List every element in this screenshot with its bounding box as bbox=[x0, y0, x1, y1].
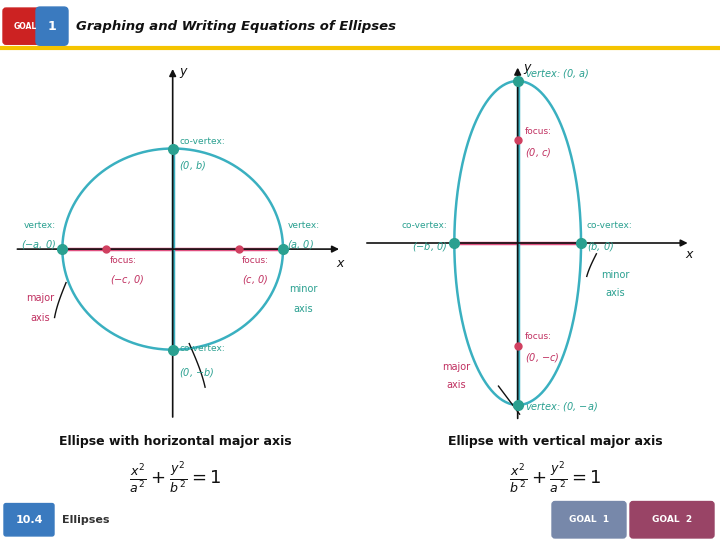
Text: Graphing and Writing Equations of Ellipses: Graphing and Writing Equations of Ellips… bbox=[76, 19, 396, 32]
Text: focus:: focus: bbox=[525, 332, 552, 341]
Text: vertex: (0, $-\mathit{a}$): vertex: (0, $-\mathit{a}$) bbox=[525, 400, 598, 413]
Text: focus:: focus: bbox=[242, 255, 269, 265]
Text: minor: minor bbox=[289, 284, 318, 294]
Text: vertex: (0, $\mathit{a}$): vertex: (0, $\mathit{a}$) bbox=[525, 67, 590, 80]
Text: vertex:: vertex: bbox=[24, 221, 55, 230]
Text: co-vertex:: co-vertex: bbox=[587, 221, 633, 230]
Text: vertex:: vertex: bbox=[287, 221, 320, 230]
Text: axis: axis bbox=[446, 380, 466, 390]
Text: co-vertex:: co-vertex: bbox=[402, 221, 447, 230]
Text: axis: axis bbox=[30, 313, 50, 323]
Text: $\frac{x^{2}}{b^{\,2}}+\frac{y^{2}}{a^{\,2}}=1$: $\frac{x^{2}}{b^{\,2}}+\frac{y^{2}}{a^{\… bbox=[509, 460, 601, 496]
Text: major: major bbox=[26, 293, 54, 303]
Text: GOAL  1: GOAL 1 bbox=[569, 515, 609, 524]
Text: $y$: $y$ bbox=[523, 62, 534, 76]
FancyBboxPatch shape bbox=[3, 8, 47, 44]
Text: GOAL: GOAL bbox=[14, 22, 37, 31]
Text: ($-\mathit{a}$, 0): ($-\mathit{a}$, 0) bbox=[21, 238, 55, 252]
Text: focus:: focus: bbox=[525, 127, 552, 136]
Text: ($-\mathit{b}$, 0): ($-\mathit{b}$, 0) bbox=[412, 240, 447, 253]
Text: $x$: $x$ bbox=[685, 248, 695, 261]
Text: Ellipse with horizontal major axis: Ellipse with horizontal major axis bbox=[59, 435, 292, 448]
Text: Ellipses: Ellipses bbox=[62, 515, 109, 525]
Text: Ellipse with vertical major axis: Ellipse with vertical major axis bbox=[448, 435, 662, 448]
Text: major: major bbox=[442, 362, 470, 372]
FancyBboxPatch shape bbox=[630, 502, 714, 538]
Text: (0, $-\mathit{b}$): (0, $-\mathit{b}$) bbox=[179, 366, 215, 379]
Text: (0, $-\mathit{c}$): (0, $-\mathit{c}$) bbox=[525, 351, 559, 364]
Text: axis: axis bbox=[294, 304, 313, 314]
Text: (0, $\mathit{c}$): (0, $\mathit{c}$) bbox=[525, 146, 551, 159]
FancyBboxPatch shape bbox=[552, 502, 626, 538]
Text: ($\mathit{a}$, 0): ($\mathit{a}$, 0) bbox=[287, 238, 315, 252]
Text: GOAL  2: GOAL 2 bbox=[652, 515, 692, 524]
Text: focus:: focus: bbox=[110, 255, 138, 265]
Text: $\frac{x^{2}}{a^{\,2}}+\frac{y^{2}}{b^{\,2}}=1$: $\frac{x^{2}}{a^{\,2}}+\frac{y^{2}}{b^{\… bbox=[129, 460, 221, 496]
Text: 1: 1 bbox=[48, 19, 56, 32]
Text: co-vertex:: co-vertex: bbox=[179, 137, 225, 146]
Text: minor: minor bbox=[601, 270, 630, 280]
Text: axis: axis bbox=[606, 288, 626, 298]
Text: (0, $\mathit{b}$): (0, $\mathit{b}$) bbox=[179, 159, 207, 172]
Text: $x$: $x$ bbox=[336, 258, 346, 271]
Text: co-vertex:: co-vertex: bbox=[179, 344, 225, 353]
Text: ($\mathit{c}$, 0): ($\mathit{c}$, 0) bbox=[242, 273, 268, 286]
Text: ($\mathit{b}$, 0): ($\mathit{b}$, 0) bbox=[587, 240, 614, 253]
Text: 10.4: 10.4 bbox=[15, 515, 42, 525]
FancyBboxPatch shape bbox=[36, 7, 68, 45]
FancyBboxPatch shape bbox=[4, 503, 54, 536]
Text: ($-\mathit{c}$, 0): ($-\mathit{c}$, 0) bbox=[110, 273, 145, 286]
Text: $y$: $y$ bbox=[179, 66, 189, 80]
